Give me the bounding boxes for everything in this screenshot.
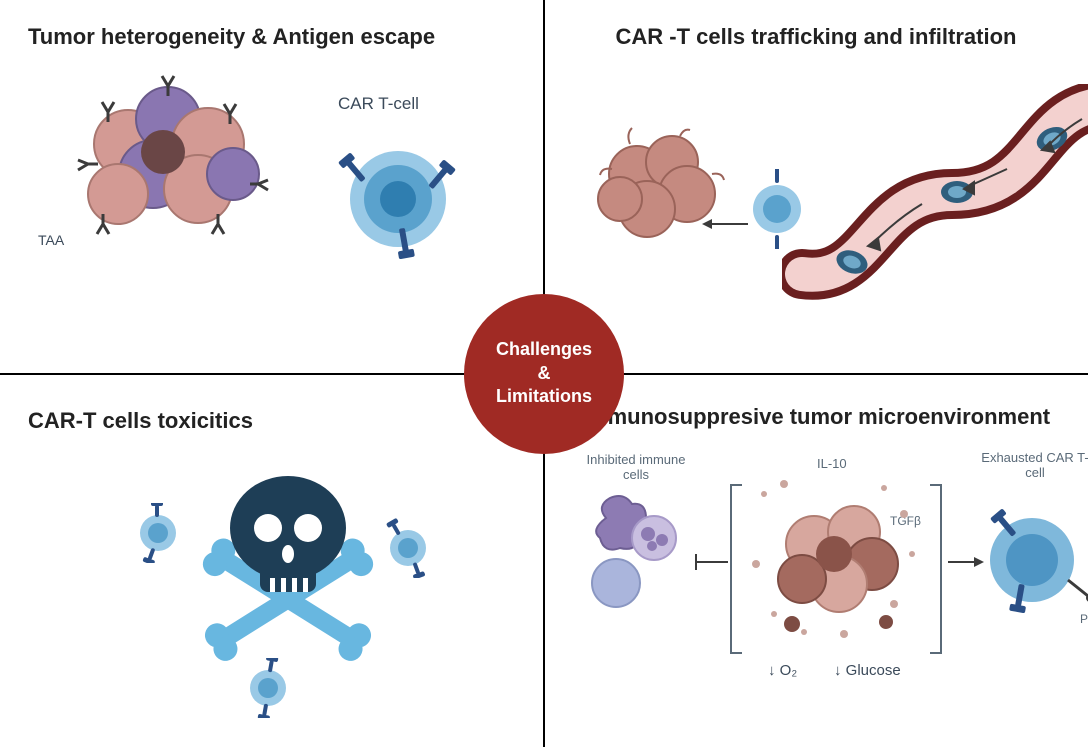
- illustration-tr: [572, 64, 1060, 330]
- taa-label: TAA: [38, 232, 64, 248]
- il10-label: IL-10: [817, 456, 847, 471]
- tumor-tme-icon: [744, 474, 934, 654]
- center-line-3: Limitations: [496, 385, 592, 408]
- blood-vessel-icon: [782, 84, 1088, 314]
- car-t-small-icon: [238, 658, 298, 718]
- quadrant-title: Tumor heterogeneity & Antigen escape: [28, 24, 516, 50]
- car-t-small-icon: [128, 503, 188, 563]
- tumor-mass-icon: [582, 114, 742, 264]
- exhausted-label-text: Exhausted CAR T-cell: [981, 450, 1088, 481]
- pd1-label: PD1: [1080, 612, 1088, 626]
- inhibit-line-icon: [690, 552, 730, 572]
- quadrant-toxicities: CAR-T cells toxicitics: [0, 374, 544, 747]
- arrow-icon: [700, 214, 750, 234]
- exhausted-car-t-icon: [970, 488, 1088, 628]
- inhibited-label: Inhibited immune cells: [576, 452, 696, 483]
- center-line-2: &: [538, 362, 551, 385]
- bracket-left-icon: [730, 484, 742, 654]
- immune-cells-icon: [576, 488, 696, 618]
- quadrant-tumor-heterogeneity: Tumor heterogeneity & Antigen escape: [0, 0, 544, 374]
- illustration-bl: [28, 448, 516, 714]
- illustration-br: Inhibited immune cells IL-10 TGFβ: [572, 444, 1060, 710]
- center-badge: Challenges & Limitations: [464, 294, 624, 454]
- exhausted-label: Exhausted CAR T-cell: [980, 450, 1088, 481]
- car-t-small-icon: [378, 518, 438, 578]
- diagram-canvas: Tumor heterogeneity & Antigen escape: [0, 0, 1088, 747]
- quadrant-title: CAR-T cells toxicitics: [28, 408, 516, 434]
- quadrant-immunosuppressive-tme: Immunosuppresive tumor microenvironment …: [544, 374, 1088, 747]
- car-t-label: CAR T-cell: [338, 94, 419, 114]
- o2-label: ↓ O₂: [768, 662, 797, 679]
- inhibited-label-text: Inhibited immune cells: [587, 452, 686, 483]
- quadrant-trafficking: CAR -T cells trafficking and infiltratio…: [544, 0, 1088, 374]
- tumor-mass-icon: [58, 64, 318, 274]
- glucose-label: ↓ Glucose: [834, 662, 901, 679]
- center-line-1: Challenges: [496, 338, 592, 361]
- quadrant-title: CAR -T cells trafficking and infiltratio…: [572, 24, 1060, 50]
- illustration-tl: TAA: [28, 64, 516, 330]
- skull-crossbones-icon: [178, 458, 398, 678]
- bracket-right-icon: [930, 484, 942, 654]
- quadrant-title: Immunosuppresive tumor microenvironment: [572, 404, 1060, 430]
- car-t-cell-icon: [328, 124, 478, 274]
